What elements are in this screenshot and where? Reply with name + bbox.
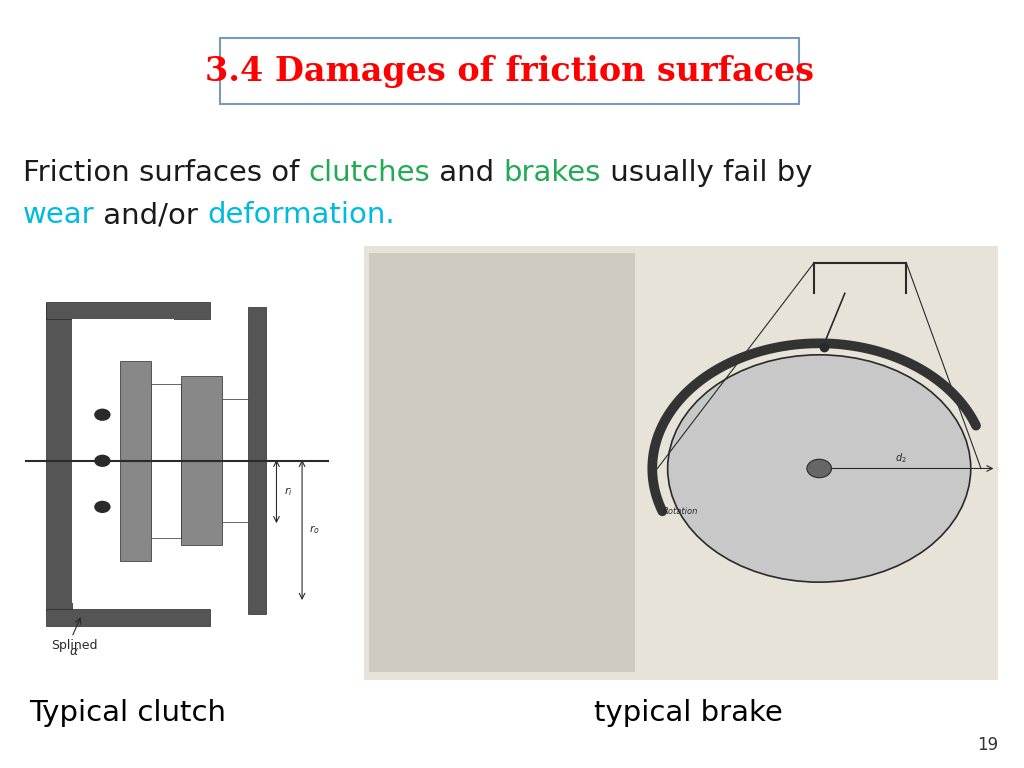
Text: 19: 19 (977, 737, 998, 754)
Bar (46, 302, 210, 319)
Bar (248, 307, 266, 614)
Circle shape (668, 355, 971, 582)
Bar (72, 319, 174, 603)
Text: Typical clutch: Typical clutch (29, 699, 225, 727)
Circle shape (94, 501, 111, 513)
Text: and: and (430, 159, 503, 187)
Text: clutches: clutches (308, 159, 430, 187)
Text: usually fail by: usually fail by (601, 159, 812, 187)
Text: brakes: brakes (503, 159, 601, 187)
Circle shape (94, 409, 111, 421)
Text: Splined: Splined (51, 639, 97, 651)
Bar (369, 253, 635, 672)
Bar (46, 303, 72, 611)
Text: Rotation: Rotation (663, 507, 698, 516)
Text: $r_o$: $r_o$ (309, 524, 321, 536)
Text: and/or: and/or (94, 201, 207, 229)
Text: typical brake: typical brake (594, 699, 782, 727)
Text: $d_2$: $d_2$ (895, 451, 906, 465)
Bar (151, 384, 181, 538)
Text: $\alpha$: $\alpha$ (69, 645, 79, 657)
Text: 3.4 Damages of friction surfaces: 3.4 Damages of friction surfaces (205, 55, 814, 88)
Text: Friction surfaces of: Friction surfaces of (23, 159, 308, 187)
Bar (46, 609, 210, 626)
Bar (364, 246, 640, 680)
FancyBboxPatch shape (220, 38, 799, 104)
Text: deformation.: deformation. (207, 201, 395, 229)
Bar (120, 361, 151, 561)
Circle shape (94, 455, 111, 467)
Text: $r_i$: $r_i$ (284, 485, 292, 498)
Bar (181, 376, 222, 545)
Circle shape (807, 459, 831, 478)
Bar (625, 246, 998, 680)
Bar (222, 399, 248, 522)
Text: wear: wear (23, 201, 94, 229)
